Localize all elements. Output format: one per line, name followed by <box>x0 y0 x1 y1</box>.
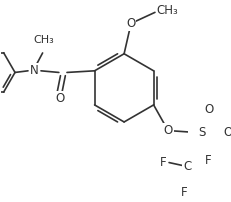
Text: O: O <box>224 126 231 139</box>
Text: CH₃: CH₃ <box>157 4 178 17</box>
Text: O: O <box>56 92 65 105</box>
Text: F: F <box>160 156 167 169</box>
Text: F: F <box>205 154 211 167</box>
Text: S: S <box>199 126 206 139</box>
Text: C: C <box>184 160 192 173</box>
Text: N: N <box>30 64 39 77</box>
Text: O: O <box>204 103 213 116</box>
Text: F: F <box>181 186 188 199</box>
Text: CH₃: CH₃ <box>34 35 55 45</box>
Text: O: O <box>164 124 173 137</box>
Text: O: O <box>126 17 135 30</box>
